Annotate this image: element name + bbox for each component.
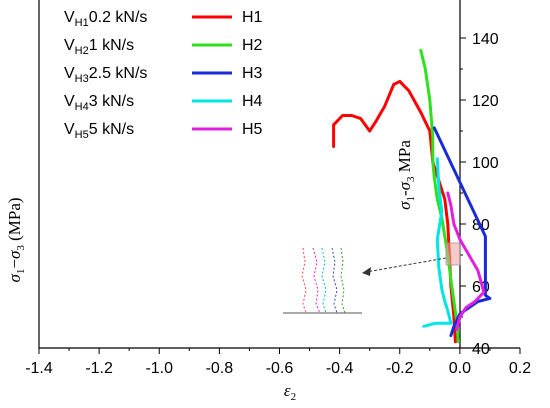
inset-highlight-box (445, 242, 461, 266)
series-line-h4 (422, 157, 453, 328)
inset-crack-cyan (321, 247, 327, 314)
inset-crack-blue (331, 247, 338, 314)
inset-pointer-arrow (365, 257, 447, 273)
y-tick-label: 100 (472, 155, 499, 172)
inset-arrowhead (362, 267, 371, 276)
legend-label-h3: VH32.5 kN/s (64, 65, 147, 85)
series-line-h5 (446, 191, 486, 331)
series-line-h2 (419, 48, 460, 344)
y-tick-label: 40 (472, 341, 490, 358)
inset-crack-red (301, 247, 307, 314)
x-tick-label: -1.4 (25, 360, 53, 377)
x-tick-label: -0.6 (266, 360, 294, 377)
legend-label-h1: VH10.2 kN/s (64, 9, 147, 29)
x-tick-label: 0.0 (449, 360, 471, 377)
inset-sketch (283, 242, 461, 314)
legend-name-h5: H5 (242, 121, 263, 138)
x-ticks: -1.4 -1.2 -1.0 -0.8 -0.6 -0.4 -0.2 0.0 0.2 (25, 348, 531, 377)
legend-label-h4: VH43 kN/s (64, 93, 134, 113)
x-tick-label: -1.2 (85, 360, 113, 377)
legend-name-h2: H2 (242, 37, 263, 54)
legend-name-h4: H4 (242, 93, 263, 110)
inset-crack-magenta (312, 247, 321, 314)
legend-name-h3: H3 (242, 65, 263, 82)
legend-label-h5: VH55 kN/s (64, 121, 134, 141)
x-tick-label: -0.2 (386, 360, 414, 377)
y-tick-label: 120 (472, 93, 499, 110)
legend: VH10.2 kN/s H1 VH21 kN/s H2 VH32.5 kN/s H3 VH4… (64, 9, 263, 141)
y-axis-title-right: σ1-σ3 MPa (395, 140, 417, 210)
legend-label-h2: VH21 kN/s (64, 37, 134, 57)
x-tick-label: 0.2 (509, 360, 531, 377)
legend-name-h1: H1 (242, 9, 263, 26)
x-axis-title: ε2 (284, 381, 296, 403)
series-line-h1 (332, 79, 457, 344)
y-tick-label: 140 (472, 31, 499, 48)
y-axis-title-left: σ1−σ3 (MPa) (5, 197, 27, 282)
x-tick-label: -0.4 (326, 360, 354, 377)
series-line-h3 (432, 126, 492, 338)
inset-crack-green (340, 247, 346, 314)
x-tick-label: -0.8 (206, 360, 234, 377)
x-tick-label: -1.0 (145, 360, 173, 377)
series-layer (332, 48, 492, 344)
